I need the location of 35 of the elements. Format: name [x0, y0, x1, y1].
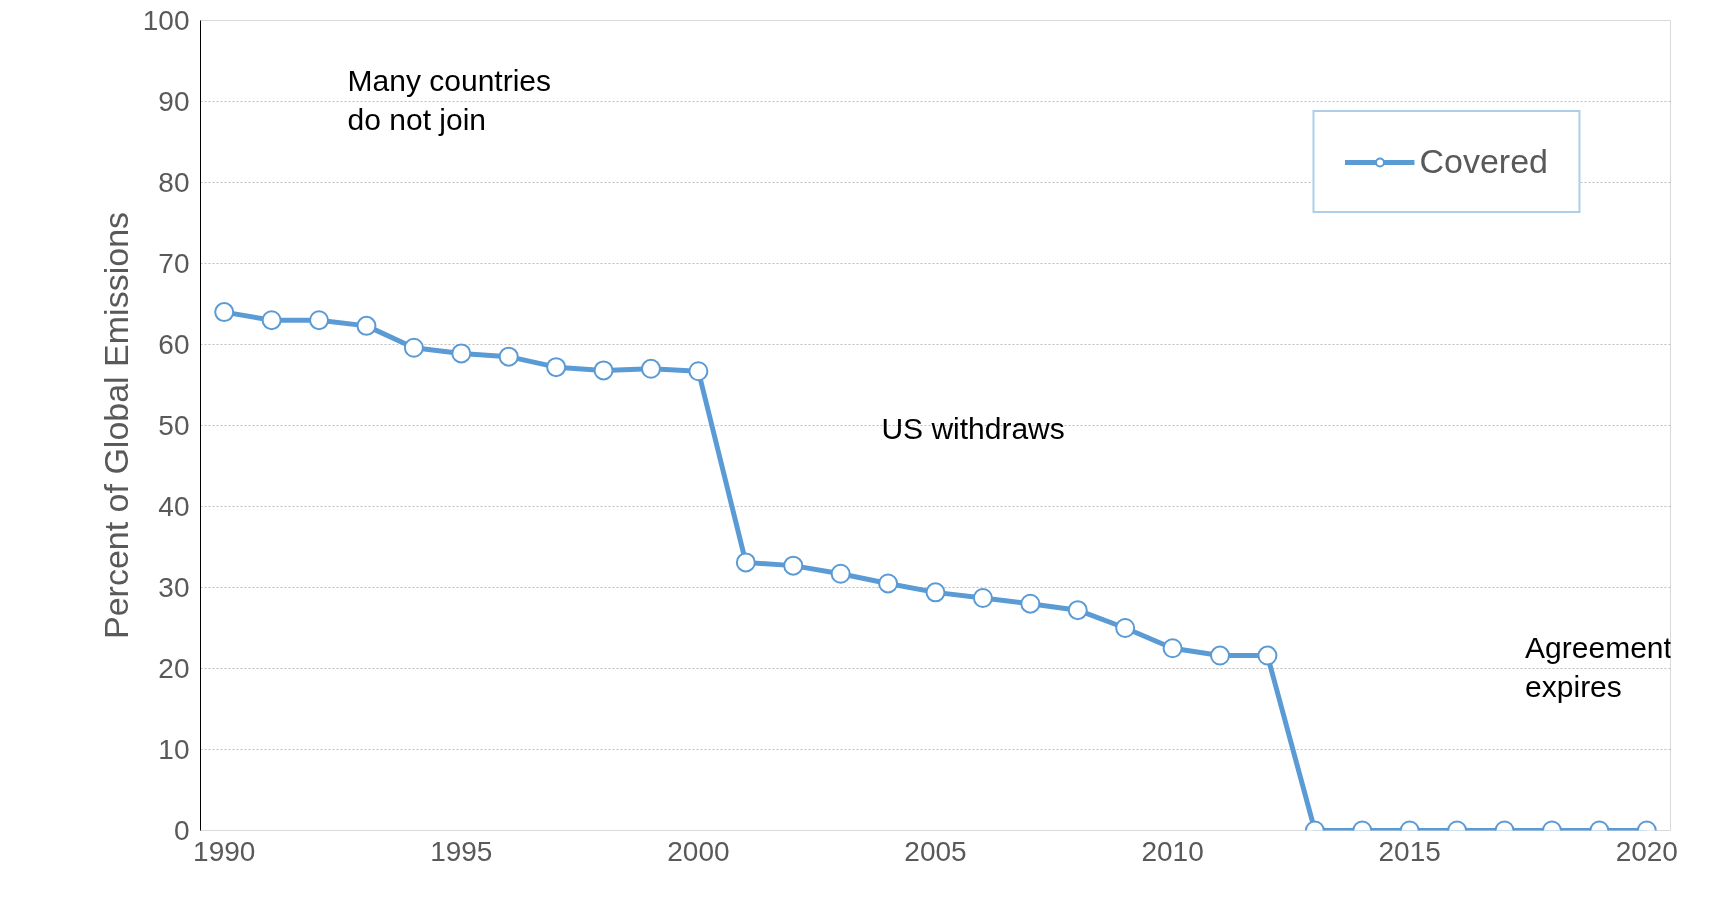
point [451, 343, 472, 364]
y-tick-label: 60 [158, 329, 190, 360]
point [356, 315, 377, 336]
x-tick-label: 2010 [1141, 835, 1204, 867]
point [403, 337, 424, 358]
y-tick-label: 90 [158, 86, 190, 117]
x-tick-label: 2005 [904, 835, 967, 867]
y-tick-label: 50 [158, 410, 190, 441]
point [688, 361, 709, 382]
y-tick-label: 20 [158, 653, 190, 684]
point [593, 360, 614, 381]
y-tick-label: 70 [158, 248, 190, 279]
x-tick-label: 1990 [193, 835, 256, 867]
point [830, 563, 851, 584]
annotation: US withdraws [881, 412, 1065, 446]
y-tick-label: 30 [158, 572, 190, 603]
y-tick-label: 0 [173, 815, 190, 846]
legend-label: Covered [1419, 142, 1548, 181]
x-tick-label: 2015 [1378, 835, 1441, 867]
annotation: Many countries do not join [347, 63, 552, 137]
point [214, 302, 235, 323]
point [640, 358, 661, 379]
point [546, 357, 567, 378]
y-tick-label: 80 [158, 167, 190, 198]
x-tick-label: 1995 [430, 835, 493, 867]
point [261, 310, 282, 331]
x-tick-label: 2000 [667, 835, 730, 867]
y-tick-label: 100 [142, 5, 190, 36]
y-tick-label: 40 [158, 491, 190, 522]
y-axis-title: Percent of Global Emissions [96, 211, 135, 640]
x-tick-label: 2020 [1615, 835, 1678, 867]
point [783, 555, 804, 576]
y-tick-label: 10 [158, 734, 190, 765]
point [309, 310, 330, 331]
point [498, 346, 519, 367]
